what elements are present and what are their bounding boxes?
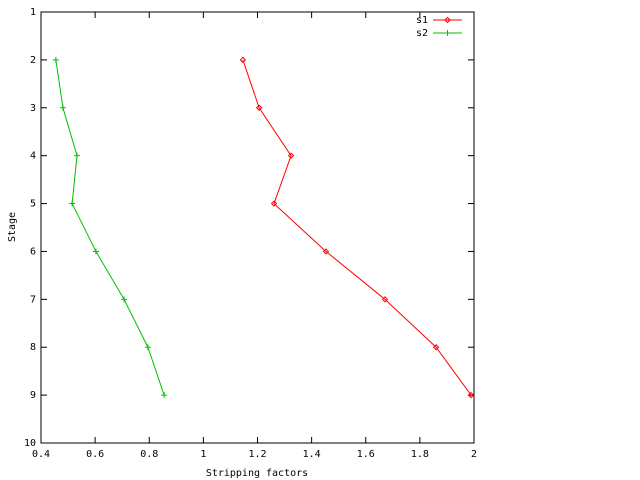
x-tick-label: 1.8 xyxy=(411,449,429,460)
x-tick-label: 1.4 xyxy=(303,449,321,460)
y-tick-label: 1 xyxy=(30,7,36,18)
series-line xyxy=(242,59,472,396)
marker xyxy=(239,56,247,64)
marker xyxy=(59,104,66,111)
marker xyxy=(121,296,128,303)
y-tick-label: 8 xyxy=(30,342,36,353)
x-tick-label: 2 xyxy=(471,449,477,460)
plot-frame xyxy=(40,11,475,444)
marker xyxy=(432,344,440,351)
legend-label: s2 xyxy=(416,28,428,39)
y-tick-label: 6 xyxy=(30,246,36,257)
marker xyxy=(381,296,389,303)
x-tick-label: 1 xyxy=(200,449,206,460)
y-tick-label: 4 xyxy=(30,151,36,162)
marker xyxy=(255,104,263,111)
marker xyxy=(92,248,99,255)
y-tick-label: 3 xyxy=(30,103,36,114)
marker xyxy=(287,152,295,159)
marker xyxy=(270,200,278,207)
marker xyxy=(444,16,451,24)
series-line xyxy=(55,59,165,396)
y-tick-label: 7 xyxy=(30,294,36,305)
legend-label: s1 xyxy=(416,15,428,26)
y-tick-label: 9 xyxy=(30,390,36,401)
marker xyxy=(467,391,475,399)
y-axis-label: Stage xyxy=(7,212,18,242)
marker xyxy=(444,30,451,36)
marker xyxy=(69,200,76,207)
marker xyxy=(73,152,80,159)
marker xyxy=(161,392,168,399)
x-tick-label: 0.6 xyxy=(86,449,104,460)
x-tick-label: 1.2 xyxy=(248,449,266,460)
marker xyxy=(144,344,151,351)
x-tick-label: 1.6 xyxy=(357,449,375,460)
marker xyxy=(52,56,59,63)
y-tick-label: 2 xyxy=(30,55,36,66)
x-axis-label: Stripping factors xyxy=(206,468,308,479)
marker xyxy=(322,248,330,255)
x-tick-label: 0.8 xyxy=(140,449,158,460)
y-tick-label: 5 xyxy=(30,199,36,210)
y-tick-label: 10 xyxy=(24,438,36,449)
x-tick-label: 0.4 xyxy=(32,449,50,460)
